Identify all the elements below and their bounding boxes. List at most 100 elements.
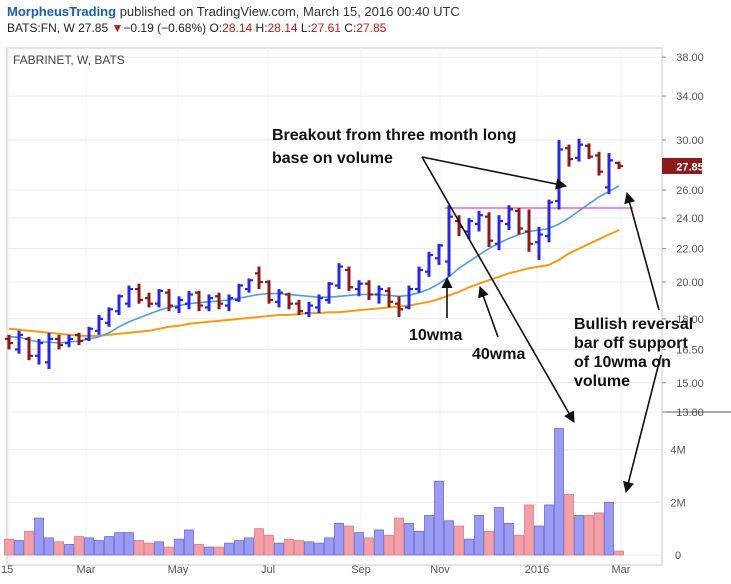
ohlc-bar (495, 215, 503, 251)
ohlc-bar (475, 210, 483, 232)
ohlc-bar (305, 301, 313, 317)
volume-bar (134, 540, 144, 556)
ohlc-bar (615, 161, 623, 170)
price-tick-label: 22.00 (676, 244, 704, 256)
volume-bar (584, 515, 594, 556)
volume-bar (344, 525, 354, 556)
price-tick-label: 18.00 (676, 314, 704, 326)
ohlc-bar (185, 290, 193, 310)
volume-bar (404, 522, 414, 556)
volume-bar (354, 532, 364, 556)
annotation-breakout: base on volume (272, 150, 393, 167)
ohlc-bar (85, 326, 93, 341)
volume-bar (544, 504, 554, 556)
ohlc-bars (5, 138, 623, 370)
ohlc-bar (375, 285, 383, 304)
volume-tick-label: 4M (670, 445, 685, 457)
volume-bar (104, 536, 114, 556)
chart-frame (6, 47, 731, 566)
ohlc-bar (15, 330, 23, 354)
ohlc-bar (5, 334, 13, 350)
last-price-label: 27.85 (676, 161, 704, 173)
volume-bar (224, 542, 234, 556)
arrow-breakout-price (421, 156, 568, 190)
price-tick-label: 15.00 (676, 378, 704, 390)
publish-info: published on TradingView.com, March 15, … (119, 4, 460, 19)
volume-bar (444, 520, 454, 556)
volume-bar (304, 541, 314, 556)
volume-bar (274, 542, 284, 556)
volume-bar (214, 546, 224, 556)
volume-bar (334, 522, 344, 556)
ohlc-line: BATS:FN, W 27.85 ▼−0.19 (−0.68%) O:28.14… (7, 21, 386, 35)
time-tick-label: Nov (430, 564, 450, 576)
annotation-reversal: bar off support (574, 335, 688, 352)
chart-header: MorpheusTrading published on TradingView… (0, 0, 731, 40)
price-volume-chart[interactable]: 38.00 34.00 30.00 26.00 24.00 22.00 20.00 18.00… (0, 40, 731, 584)
time-tick-label: Mar (612, 564, 631, 576)
ohlc-bar (555, 139, 563, 210)
time-tick-label: May (168, 564, 189, 576)
ohlc-bar (275, 289, 283, 308)
volume-bar (164, 546, 174, 556)
volume-bar (414, 530, 424, 556)
volume-bar (454, 525, 464, 556)
volume-tick-label: 2M (670, 497, 685, 509)
volume-bar (594, 512, 604, 556)
ohlc-bar (595, 151, 603, 176)
volume-bar (394, 517, 404, 556)
arrow-reversal-volume (623, 354, 662, 494)
ohlc-bar (205, 294, 213, 312)
volume-bars (4, 428, 624, 556)
last-price: 27.85 (78, 21, 109, 35)
ohlc-bar (445, 205, 453, 277)
low-value: 27.61 (310, 21, 341, 35)
volume-bar (464, 538, 474, 556)
ohlc-bar (405, 285, 413, 310)
ohlc-bar (65, 334, 73, 348)
ohlc-bar (125, 285, 133, 308)
axes: 38.00 34.00 30.00 26.00 24.00 22.00 20.00 18.00… (1, 52, 704, 576)
volume-bar (234, 540, 244, 556)
ohlc-bar (155, 289, 163, 308)
ohlc-bar (215, 292, 223, 310)
ohlc-bar (325, 281, 333, 304)
ohlc-bar (485, 212, 493, 248)
price-tick-label: 24.00 (676, 213, 704, 225)
ohlc-bar (145, 292, 153, 308)
moving-averages (8, 185, 633, 344)
open-label: O: (209, 21, 223, 35)
annotation-reversal: of 10wma on (574, 354, 671, 371)
ohlc-bar (515, 208, 523, 235)
ma-10-line (9, 185, 620, 344)
ohlc-bar (345, 266, 353, 291)
author-link[interactable]: MorpheusTrading (7, 4, 117, 19)
annotation-reversal: Bullish reversal (574, 316, 693, 333)
volume-bar (144, 542, 154, 556)
volume-bar (74, 536, 84, 556)
annotation-10wma: 10wma (409, 327, 462, 344)
volume-bar (124, 532, 134, 556)
volume-bar (264, 534, 274, 556)
time-tick-label: Sep (351, 564, 371, 576)
low-label: L: (300, 21, 311, 35)
volume-bar (524, 504, 534, 556)
volume-bar (184, 529, 194, 556)
ohlc-bar (35, 338, 43, 365)
high-label: H: (255, 21, 268, 35)
volume-bar (154, 541, 164, 556)
annotation-breakout: Breakout from three month long (272, 127, 516, 144)
price-tick-label: 30.00 (676, 135, 704, 147)
price-tick-label: 38.00 (676, 52, 704, 64)
ohlc-bar (545, 199, 553, 243)
symbol-label: BATS:FN, W (7, 21, 75, 35)
volume-tick-label: 0 (675, 550, 681, 562)
ohlc-bar (465, 218, 473, 240)
ohlc-bar (525, 209, 533, 252)
close-label: C: (344, 21, 357, 35)
ohlc-bar (585, 143, 593, 160)
ohlc-bar (175, 296, 183, 314)
arrow-breakout-volume (421, 156, 575, 423)
publish-line: MorpheusTrading published on TradingView… (7, 4, 460, 19)
volume-bar (114, 532, 124, 556)
